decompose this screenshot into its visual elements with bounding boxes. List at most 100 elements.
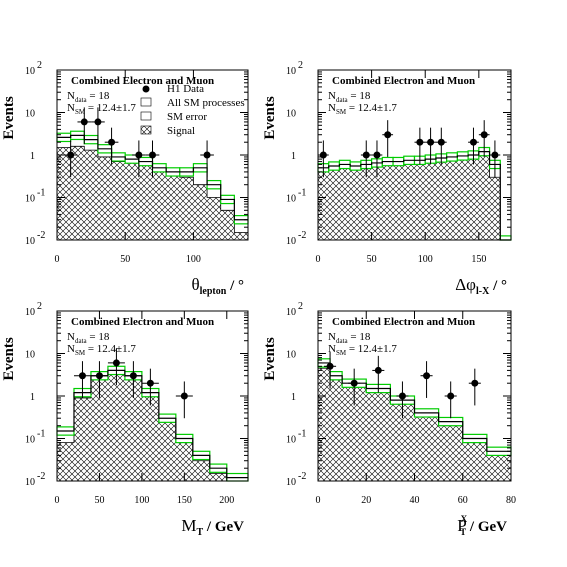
x-label-main: P	[457, 516, 466, 535]
x-tick-label: 20	[361, 495, 371, 506]
y-tick-label: 1	[30, 392, 35, 403]
n-sm-sub: SM	[75, 108, 86, 116]
n-data-sub: data	[75, 96, 88, 104]
data-point	[141, 368, 159, 406]
n-sm-sub: SM	[336, 349, 347, 357]
x-label-sub: lepton	[200, 286, 227, 297]
n-sm-main: N	[67, 343, 75, 355]
legend-sm-swatch	[140, 97, 152, 107]
y-tick-exponent: -2	[298, 230, 306, 241]
data-point	[371, 140, 383, 178]
data-marker	[67, 151, 75, 159]
data-marker	[326, 362, 334, 370]
data-marker	[373, 151, 381, 159]
x-axis-label: Δφl-X / °	[455, 275, 507, 297]
x-axis-label: MT / GeV	[181, 516, 244, 538]
n-sm-sub: SM	[336, 108, 347, 116]
x-tick-label: 50	[120, 254, 130, 265]
n-data-label: Ndata = 18	[67, 331, 110, 345]
n-data-main: N	[67, 331, 75, 343]
data-point	[372, 355, 385, 393]
y-tick-exponent: 2	[298, 301, 303, 312]
y-axis-label: Events	[262, 337, 278, 381]
data-marker	[78, 372, 86, 380]
x-tick-label: 60	[458, 495, 468, 506]
data-marker	[350, 379, 358, 387]
y-tick-label: 10	[25, 350, 35, 361]
x-label-tail: / GeV	[203, 519, 244, 535]
panel-title: Combined Electron and Muon	[332, 75, 475, 87]
n-data-main: N	[328, 331, 336, 343]
data-point	[489, 140, 501, 178]
data-point	[124, 361, 142, 398]
n-sm-value: = 12.4±1.7	[346, 102, 397, 114]
data-point	[107, 348, 125, 386]
legend-signal-swatch	[140, 125, 152, 135]
data-point	[73, 361, 91, 398]
data-marker	[80, 118, 88, 126]
y-tick-exponent: -1	[298, 429, 306, 440]
data-point	[420, 361, 433, 398]
y-tick-exponent: 2	[298, 60, 303, 71]
n-data-main: N	[328, 90, 336, 102]
y-tick-exponent: -1	[298, 188, 306, 199]
x-tick-label: 80	[506, 495, 516, 506]
data-marker	[362, 151, 370, 159]
data-point	[414, 127, 426, 165]
y-tick-exponent: -2	[37, 471, 45, 482]
n-data-sub: data	[336, 337, 349, 345]
n-data-value: = 18	[87, 90, 110, 102]
data-point	[396, 381, 409, 419]
data-marker	[180, 392, 188, 400]
data-marker	[112, 359, 120, 367]
data-point	[77, 107, 92, 145]
y-tick-label: 10	[25, 194, 35, 205]
x-label-tail: / GeV	[466, 519, 507, 535]
x-label-sup: X	[461, 514, 468, 524]
n-data-value: = 18	[348, 90, 371, 102]
data-marker	[203, 151, 211, 159]
y-tick-exponent: -2	[298, 471, 306, 482]
data-marker	[108, 138, 116, 146]
data-marker	[427, 138, 435, 146]
y-tick-label: 10	[286, 350, 296, 361]
data-point	[63, 140, 78, 178]
x-tick-label: 0	[316, 254, 321, 265]
n-data-label: Ndata = 18	[328, 90, 371, 104]
x-label-sub: T	[197, 527, 204, 538]
n-sm-sub: SM	[75, 349, 86, 357]
y-tick-label: 1	[291, 392, 296, 403]
n-sm-label: NSM = 12.4±1.7	[328, 343, 397, 357]
x-label-sub: T	[460, 527, 466, 537]
x-tick-label: 100	[418, 254, 433, 265]
data-point	[175, 381, 193, 419]
x-tick-label: 0	[55, 495, 60, 506]
data-marker	[423, 372, 431, 380]
data-point	[91, 107, 105, 145]
x-tick-label: 50	[94, 495, 104, 506]
y-tick-label: 10	[286, 435, 296, 446]
n-data-value: = 18	[87, 331, 110, 343]
y-tick-label: 10	[25, 66, 35, 77]
n-sm-label: NSM = 12.4±1.7	[328, 102, 397, 116]
data-point	[444, 381, 457, 419]
n-data-label: Ndata = 18	[67, 90, 110, 104]
n-data-value: = 18	[348, 331, 371, 343]
data-marker	[129, 372, 137, 380]
n-data-sub: data	[336, 96, 349, 104]
n-data-main: N	[67, 90, 75, 102]
data-point	[425, 127, 436, 165]
data-point	[132, 140, 146, 178]
y-axis-label: Events	[262, 96, 278, 140]
y-tick-label: 10	[286, 236, 296, 247]
data-marker	[471, 379, 479, 387]
data-marker	[149, 151, 156, 159]
data-point	[382, 120, 394, 157]
y-axis-label: Events	[1, 96, 17, 140]
sm-error-band	[499, 235, 512, 241]
data-marker	[416, 138, 424, 146]
